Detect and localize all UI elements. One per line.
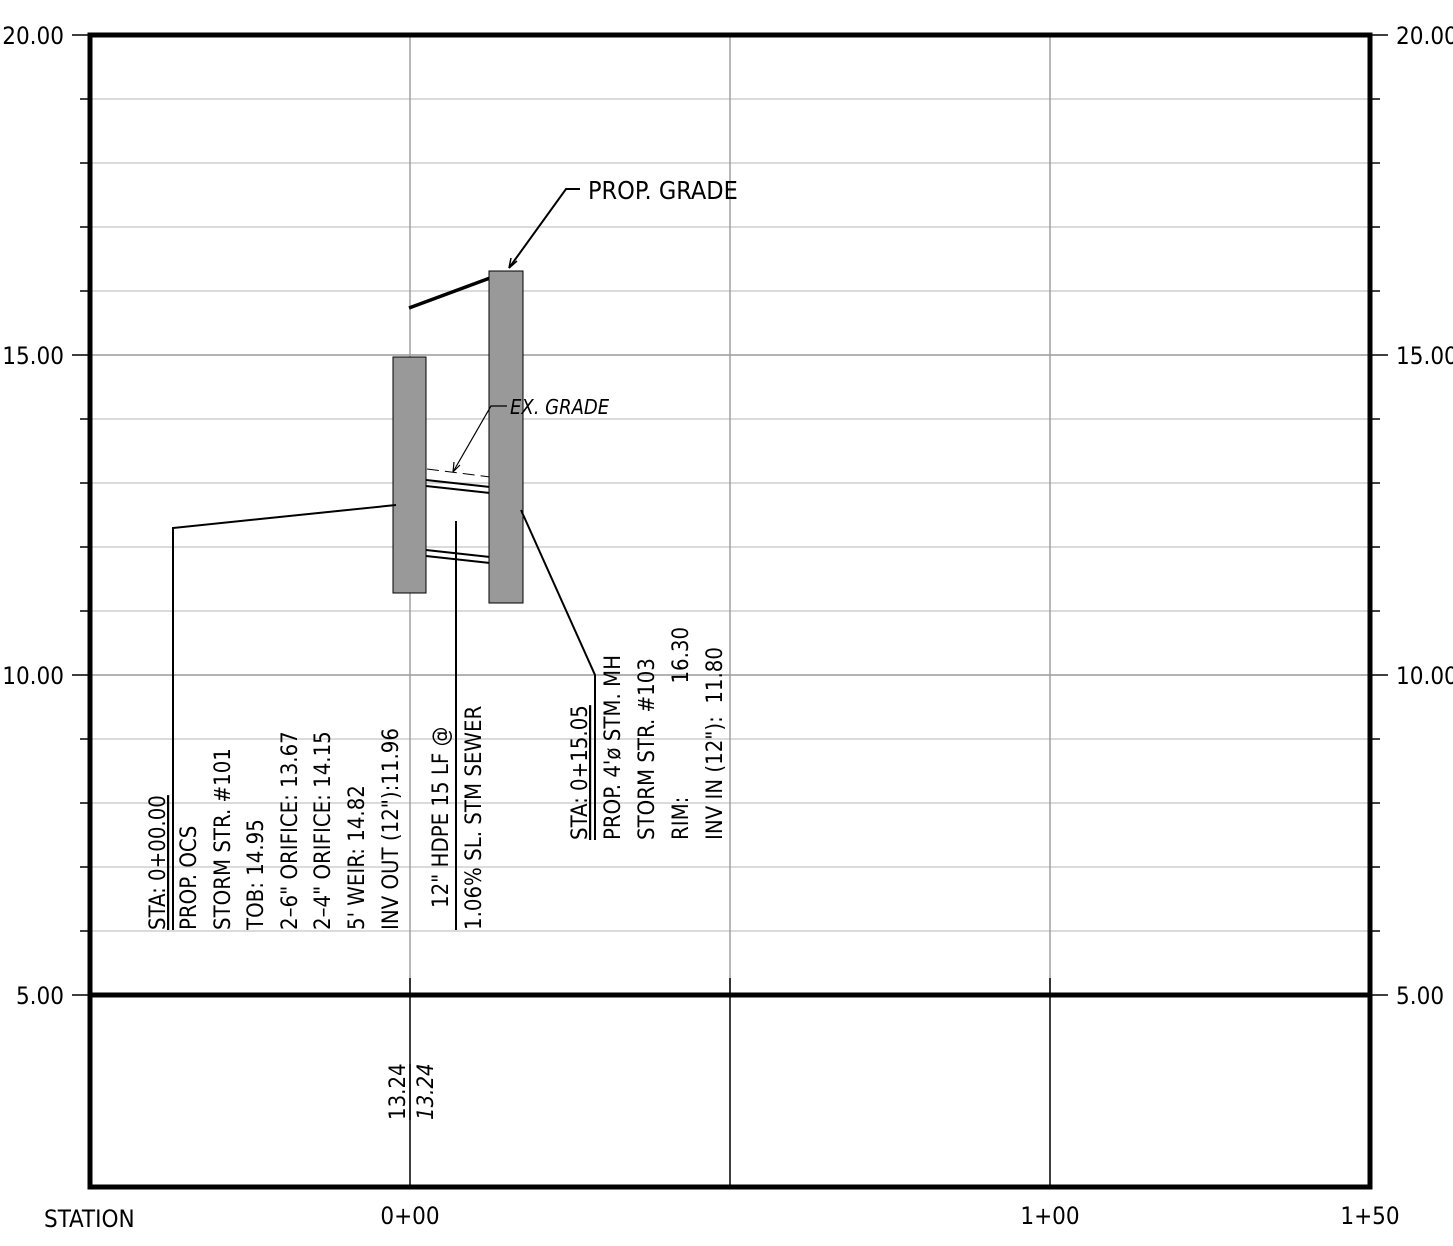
structure-101-orifice-6: 2–6" ORIFICE: 13.67: [278, 731, 303, 930]
pipe-note-line1: 12" HDPE 15 LF @: [429, 727, 454, 908]
prop-grade-leader: [508, 188, 580, 269]
structure-101-sta: STA: 0+00.00: [146, 795, 171, 930]
station-label-0: 0+00: [380, 1202, 439, 1230]
existing-grade-line: [426, 468, 491, 478]
structure-101-inv-out: INV OUT (12"):11.96: [379, 728, 404, 930]
station-label-100: 1+00: [1020, 1202, 1079, 1230]
structure-101-note: STA: 0+00.00 PROP. OCS STORM STR. #101 T…: [146, 728, 404, 931]
pipe-note: 12" HDPE 15 LF @ 1.06% SL. STM SEWER: [429, 706, 487, 930]
ex-grade-leader: [452, 405, 507, 473]
pipe-note-line2: 1.06% SL. STM SEWER: [462, 706, 487, 930]
right-label-5: 5.00: [1396, 982, 1444, 1010]
structure-101-ocs: [392, 356, 427, 594]
structure-101-tob: TOB: 14.95: [244, 819, 269, 931]
structure-101-leader: [172, 504, 397, 930]
structure-103-rim: RIM: 16.30: [669, 627, 694, 840]
station-label-150: 1+50: [1340, 1202, 1399, 1230]
structure-101-id: STORM STR. #101: [211, 748, 236, 930]
ex-grade-label: EX. GRADE: [510, 395, 610, 419]
left-label-5: 5.00: [16, 982, 64, 1010]
right-label-20: 20.00: [1396, 22, 1453, 50]
existing-elevation-value: 13.24: [414, 1063, 439, 1120]
right-label-10: 10.00: [1396, 662, 1453, 690]
sheet-frame: [87, 32, 1373, 1190]
structure-103-sta: STA: 0+15.05: [568, 705, 593, 840]
structure-103-leader: [520, 509, 596, 840]
structure-103-id: STORM STR. #103: [635, 658, 660, 840]
station-band-lines: [409, 978, 1051, 1187]
left-label-10: 10.00: [2, 662, 64, 690]
right-label-15: 15.00: [1396, 342, 1453, 370]
station-labels: STATION 0+00 1+00 1+50: [44, 1202, 1400, 1233]
left-label-15: 15.00: [2, 342, 64, 370]
proposed-elevation-value: 13.24: [386, 1063, 411, 1120]
elevation-band-values: 13.24 13.24: [386, 1063, 439, 1120]
structure-101-weir: 5' WEIR: 14.82: [345, 785, 370, 930]
left-label-20: 20.00: [2, 22, 64, 50]
structure-103-manhole: [488, 270, 524, 604]
structure-103-note: STA: 0+15.05 PROP. 4'ø STM. MH STORM STR…: [568, 627, 728, 840]
right-axis-labels: 20.00 15.00 10.00 5.00: [1396, 22, 1453, 1010]
left-axis-labels: 20.00 15.00 10.00 5.00: [2, 22, 64, 1010]
structure-101-type: PROP. OCS: [177, 826, 202, 930]
prop-grade-label: PROP. GRADE: [588, 176, 738, 205]
structure-103-type: PROP. 4'ø STM. MH: [601, 655, 626, 840]
left-ticks: [72, 34, 90, 996]
proposed-grade-line: [408, 276, 491, 310]
structure-103-inv-in: INV IN (12"): 11.80: [703, 647, 728, 840]
structure-101-orifice-4: 2–4" ORIFICE: 14.15: [311, 731, 336, 930]
right-ticks: [1370, 34, 1388, 996]
pipe-12in-hdpe: [425, 479, 491, 564]
station-caption: STATION: [44, 1205, 135, 1233]
